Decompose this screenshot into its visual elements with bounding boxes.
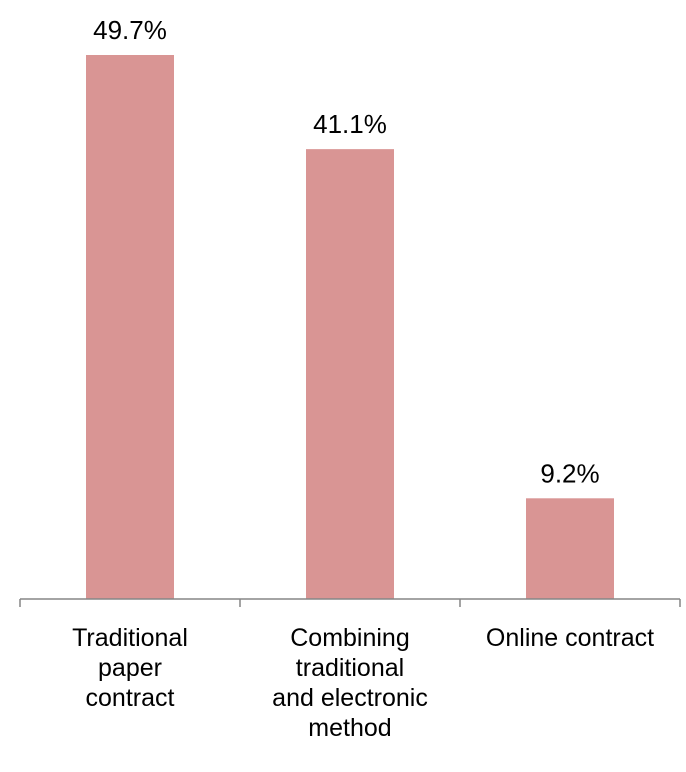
category-label-line: Combining <box>290 624 410 652</box>
category-labels-layer: Traditional paper contract Combining traditi… <box>72 624 654 742</box>
bar-2 <box>306 149 394 599</box>
category-label-line: method <box>308 714 391 742</box>
data-label-2: 41.1% <box>313 109 387 139</box>
category-label-line: and electronic <box>272 684 428 712</box>
data-labels-layer: 49.7% 41.1% 9.2% <box>93 15 600 488</box>
bars-layer <box>86 55 614 599</box>
bar-3 <box>526 498 614 599</box>
category-label-line: paper <box>98 654 162 682</box>
category-label-line: contract <box>86 684 175 712</box>
data-label-3: 9.2% <box>540 458 599 488</box>
category-label-line: Online contract <box>486 624 654 652</box>
category-label-3: Online contract <box>486 624 654 652</box>
category-label-line: traditional <box>296 654 404 682</box>
category-label-1: Traditional paper contract <box>72 624 188 712</box>
bar-1 <box>86 55 174 599</box>
x-axis <box>19 598 681 607</box>
data-label-1: 49.7% <box>93 15 167 45</box>
category-label-2: Combining traditional and electronic method <box>272 624 428 742</box>
category-label-line: Traditional <box>72 624 188 652</box>
